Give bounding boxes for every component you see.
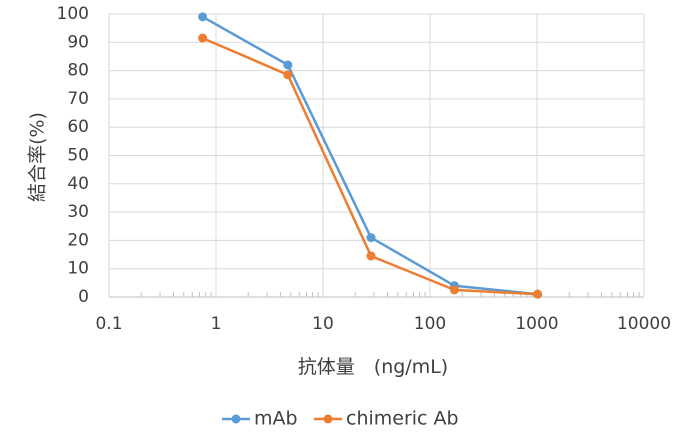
- legend-label: chimeric Ab: [346, 408, 459, 430]
- y-tick-label: 90: [67, 32, 89, 52]
- data-point: [533, 289, 543, 299]
- data-point: [449, 285, 459, 295]
- legend-swatch-marker: [231, 414, 241, 424]
- x-tick-label: 10: [312, 314, 334, 334]
- y-tick-label: 40: [67, 174, 89, 194]
- grid: [108, 13, 645, 297]
- x-tick-label: 0.1: [95, 314, 122, 334]
- x-tick-label: 100: [414, 314, 446, 334]
- data-point: [198, 12, 208, 22]
- y-tick-label: 70: [67, 89, 89, 109]
- y-tick-label: 100: [57, 4, 89, 24]
- y-tick-label: 10: [67, 259, 89, 279]
- y-tick-label: 0: [78, 287, 89, 307]
- data-point: [198, 33, 208, 43]
- y-tick-label: 30: [67, 202, 89, 222]
- y-tick-label: 50: [67, 146, 89, 166]
- minor-ticks: [140, 292, 640, 297]
- data-point: [283, 70, 293, 80]
- y-tick-label: 20: [67, 230, 89, 250]
- x-tick-label: 1: [211, 314, 222, 334]
- series-group: [198, 12, 543, 299]
- y-tick-label: 80: [67, 61, 89, 81]
- x-tick-label: 10000: [617, 314, 671, 334]
- y-axis-title: 結合率(%): [27, 112, 49, 202]
- legend-label: mAb: [254, 408, 298, 430]
- x-tick-label: 1000: [515, 314, 558, 334]
- y-tick-labels: 0 10 20 30 40 50 60 70 80 90 100: [57, 4, 89, 307]
- legend: mAb chimeric Ab: [222, 408, 459, 430]
- y-tick-label: 60: [67, 117, 89, 137]
- data-point: [283, 60, 293, 70]
- x-tick-labels: 0.1 1 10 100 1000 10000: [95, 314, 671, 334]
- data-point: [366, 251, 376, 261]
- legend-swatch-marker: [323, 414, 333, 424]
- data-point: [366, 233, 376, 243]
- x-axis-title: 抗体量 (ng/mL): [298, 356, 448, 378]
